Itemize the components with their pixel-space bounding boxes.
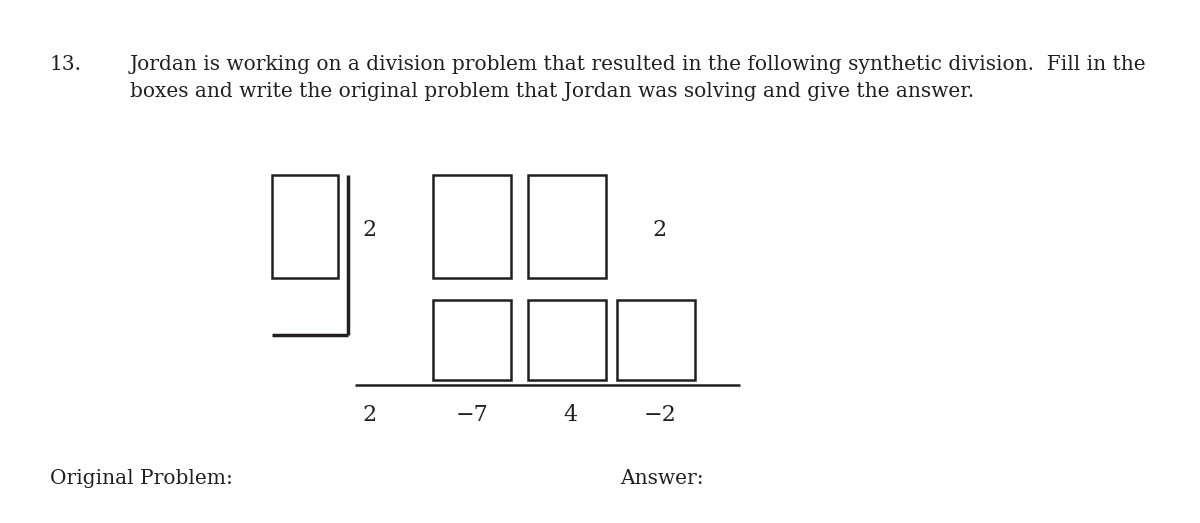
Text: Original Problem:: Original Problem:: [50, 469, 233, 487]
Text: −2: −2: [643, 404, 677, 426]
Bar: [433, 175, 511, 278]
Text: 2: 2: [362, 219, 377, 241]
Bar: [528, 175, 606, 278]
Text: 4: 4: [563, 404, 577, 426]
Text: −7: −7: [456, 404, 488, 426]
Text: boxes and write the original problem that Jordan was solving and give the answer: boxes and write the original problem tha…: [130, 82, 974, 101]
Text: Answer:: Answer:: [620, 469, 703, 487]
Bar: [528, 300, 606, 380]
Text: 2: 2: [362, 404, 377, 426]
Text: 2: 2: [653, 219, 667, 241]
Bar: [272, 175, 338, 278]
Bar: [617, 300, 695, 380]
Bar: [433, 300, 511, 380]
Text: 13.: 13.: [50, 55, 82, 74]
Text: Jordan is working on a division problem that resulted in the following synthetic: Jordan is working on a division problem …: [130, 55, 1147, 74]
